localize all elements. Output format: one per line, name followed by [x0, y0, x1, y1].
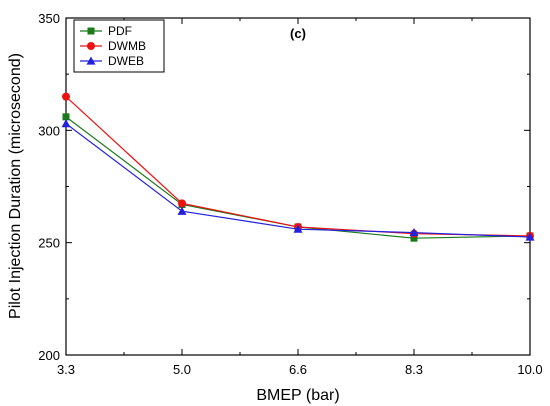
legend-label: DWMB [108, 39, 146, 53]
y-tick-label: 300 [38, 123, 60, 138]
x-tick-label: 6.6 [289, 362, 307, 377]
data-point [62, 113, 70, 121]
legend-marker [86, 56, 96, 65]
series-dweb [61, 119, 535, 241]
data-point [525, 232, 535, 241]
y-tick-label: 350 [38, 11, 60, 26]
x-tick-label: 3.3 [57, 362, 75, 377]
y-axis-title: Pilot Injection Duration (microsecond) [7, 53, 24, 319]
series-line [65, 116, 531, 239]
series-pdf [62, 113, 534, 242]
x-axis-title: BMEP (bar) [256, 387, 339, 404]
axes: 3.3 5.0 6.6 8.3 10.0 200 250 300 350 [38, 11, 542, 377]
data-point [410, 234, 418, 242]
y-tick-label: 200 [38, 348, 60, 363]
panel-label: (c) [290, 26, 306, 41]
legend-label: PDF [108, 24, 132, 38]
legend-marker [87, 27, 95, 35]
data-point [177, 206, 187, 215]
legend-item: DWMB [80, 39, 146, 53]
series-line [65, 96, 531, 237]
series-layer [61, 92, 535, 242]
legend-item: DWEB [80, 54, 144, 68]
data-point [409, 228, 419, 237]
series-dwmb [62, 92, 534, 240]
data-point [61, 119, 71, 128]
y-tick-label: 250 [38, 236, 60, 251]
x-tick-label: 8.3 [405, 362, 423, 377]
x-tick-label: 5.0 [173, 362, 191, 377]
data-point [178, 199, 186, 208]
legend-item: PDF [80, 24, 132, 38]
data-point [62, 92, 70, 101]
legend-label: DWEB [108, 54, 144, 68]
legend-marker [87, 42, 95, 50]
x-tick-label: 10.0 [517, 362, 542, 377]
data-point [293, 224, 303, 233]
series-line [65, 123, 531, 238]
